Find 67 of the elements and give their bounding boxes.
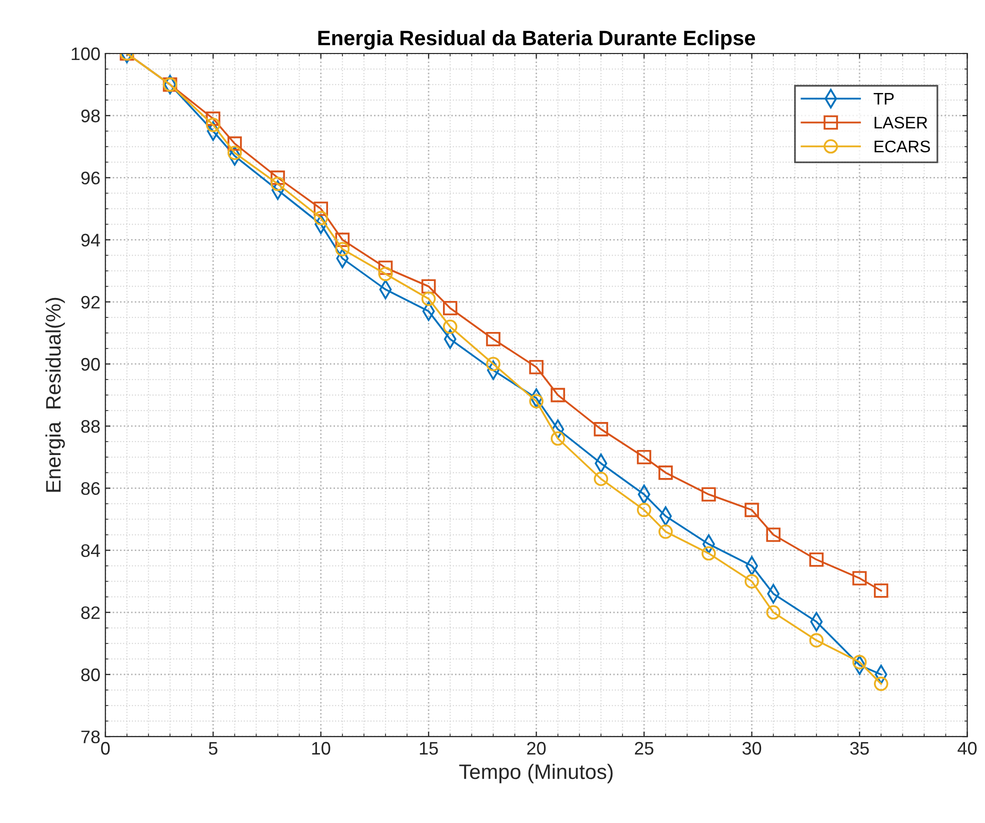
- point: [206, 112, 220, 126]
- point: [442, 300, 458, 316]
- x-tick-label: 15: [420, 742, 438, 755]
- y-tick-label: 86: [81, 482, 100, 495]
- y-tick-label: 82: [81, 606, 100, 620]
- point: [852, 571, 867, 586]
- y-tick-label: 78: [81, 730, 100, 744]
- y-tick-label: 98: [81, 110, 100, 122]
- point: [636, 450, 652, 464]
- point: [335, 242, 350, 256]
- point: [594, 472, 608, 486]
- point: [874, 584, 888, 598]
- legend-label: ECARS: [874, 140, 930, 152]
- point: [378, 260, 393, 275]
- point: [314, 210, 328, 226]
- point: [486, 356, 500, 372]
- y-tick-label: 94: [81, 234, 100, 247]
- point: [550, 431, 566, 446]
- point: [442, 320, 458, 334]
- point: [636, 502, 652, 518]
- x-tick-label: 40: [958, 742, 977, 755]
- point: [228, 136, 242, 151]
- point: [702, 546, 716, 561]
- point: [314, 202, 328, 216]
- x-tick-label: 0: [101, 742, 110, 755]
- y-tick-label: 88: [81, 420, 100, 433]
- legend-label: TP: [874, 93, 894, 104]
- point: [529, 360, 544, 374]
- point: [270, 176, 285, 192]
- point: [206, 118, 220, 132]
- point: [766, 605, 781, 620]
- x-tick-label: 10: [312, 742, 330, 755]
- chart-title: Energia Residual da Bateria Durante Eclipse: [318, 30, 756, 50]
- point: [766, 528, 781, 542]
- point: [852, 654, 867, 670]
- legend-label: LASER: [874, 116, 928, 129]
- point: [874, 676, 888, 691]
- point: [809, 633, 824, 648]
- point: [658, 524, 673, 539]
- point: [744, 502, 759, 518]
- point: [486, 332, 500, 346]
- y-axis-title: Energia Residual(%): [45, 298, 65, 492]
- x-tick-label: 35: [850, 742, 869, 755]
- y-tick-label: 100: [72, 47, 100, 60]
- y-tick-label: 80: [81, 668, 100, 682]
- point: [702, 487, 716, 502]
- y-tick-label: 96: [81, 172, 100, 184]
- point: [529, 394, 544, 408]
- point: [809, 552, 824, 567]
- y-tick-label: 92: [81, 296, 100, 309]
- point: [421, 292, 436, 306]
- x-axis-title: Tempo (Minutos): [459, 764, 613, 784]
- x-tick-label: 5: [208, 742, 218, 755]
- point: [550, 388, 566, 402]
- point: [335, 232, 350, 247]
- point: [744, 574, 759, 588]
- point: [658, 466, 673, 480]
- x-tick-label: 25: [634, 742, 654, 755]
- x-tick-label: 20: [527, 742, 546, 755]
- x-tick-label: 30: [742, 742, 762, 755]
- y-tick-label: 90: [81, 358, 100, 371]
- point: [228, 146, 242, 160]
- point: [378, 266, 393, 282]
- point: [421, 279, 436, 294]
- point: [594, 422, 608, 436]
- y-tick-label: 84: [81, 544, 100, 558]
- point: [270, 170, 285, 185]
